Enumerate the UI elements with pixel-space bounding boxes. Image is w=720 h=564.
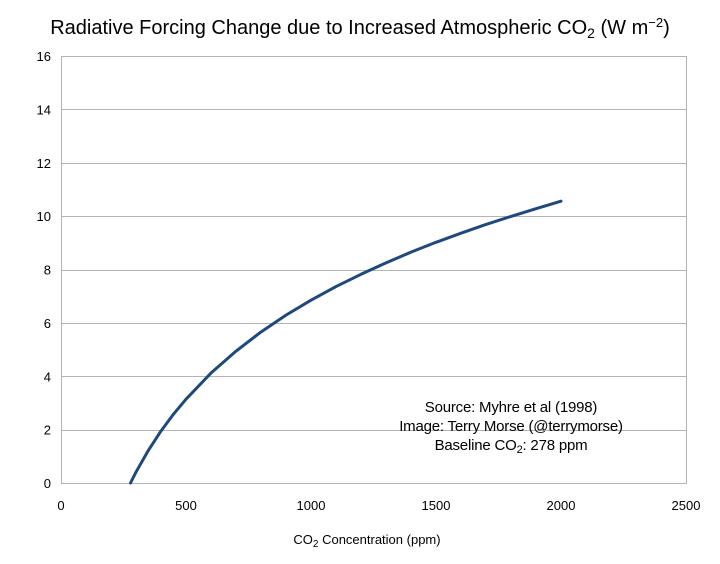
chart-title-units-close: ): [663, 17, 670, 39]
chart-title-main: Radiative Forcing Change due to Increase…: [50, 17, 587, 39]
annotation-image-credit: Image: Terry Morse (@terrymorse): [399, 418, 623, 435]
x-tick-label: 1000: [297, 498, 326, 513]
series-line: [129, 199, 563, 485]
x-axis-ticks: 0 500 1000 1500 2000 2500: [57, 498, 700, 513]
chart-title-units-open: (W m: [595, 17, 648, 39]
annotation-baseline: Baseline CO2: 278 ppm: [435, 437, 588, 456]
x-axis-label: CO2 Concentration (ppm): [293, 532, 440, 550]
y-tick-label: 16: [37, 49, 51, 64]
x-tick-label: 500: [175, 498, 197, 513]
x-tick-label: 0: [57, 498, 64, 513]
chart-title-superscript: −2: [648, 15, 663, 30]
x-tick-label: 1500: [422, 498, 451, 513]
y-tick-label: 10: [37, 209, 51, 224]
x-axis-label-prefix: CO: [293, 532, 313, 547]
y-tick-label: 4: [44, 369, 51, 384]
chart-title: Radiative Forcing Change due to Increase…: [50, 15, 670, 41]
source-annotation: Source: Myhre et al (1998) Image: Terry …: [399, 399, 623, 456]
annotation-baseline-prefix: Baseline CO: [435, 437, 517, 454]
y-tick-label: 12: [37, 156, 51, 171]
chart-title-subscript: 2: [587, 25, 595, 41]
annotation-source: Source: Myhre et al (1998): [425, 399, 598, 416]
plot-area-frame: [61, 56, 687, 484]
series-layer: [129, 199, 563, 485]
annotation-baseline-subscript: 2: [517, 444, 523, 456]
y-tick-label: 8: [44, 263, 51, 278]
x-axis-label-suffix: Concentration (ppm): [318, 532, 440, 547]
y-axis-ticks: 0 2 4 6 8 10 12 14 16: [37, 49, 51, 491]
x-tick-label: 2000: [547, 498, 576, 513]
y-tick-label: 14: [37, 102, 51, 117]
annotation-baseline-suffix: : 278 ppm: [523, 437, 588, 454]
y-tick-label: 0: [44, 476, 51, 491]
y-tick-label: 2: [44, 423, 51, 438]
x-tick-label: 2500: [672, 498, 701, 513]
y-tick-label: 6: [44, 316, 51, 331]
x-axis-label-subscript: 2: [313, 539, 319, 550]
